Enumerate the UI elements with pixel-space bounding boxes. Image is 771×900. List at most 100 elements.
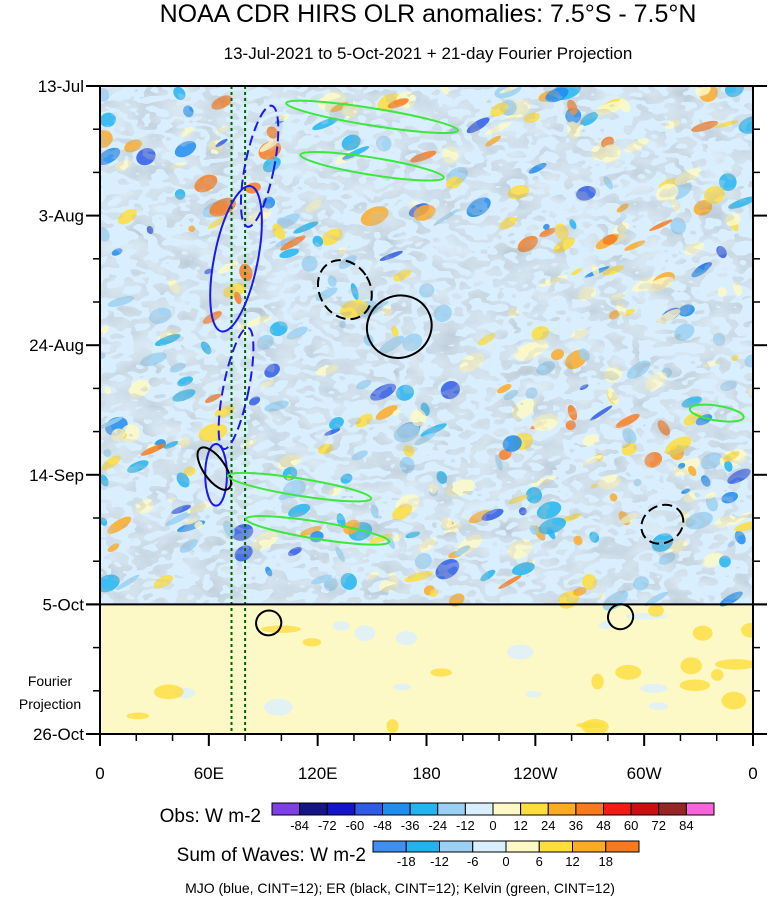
colorbar-tick-label: 12 xyxy=(513,818,527,833)
kelvin-contour xyxy=(688,403,745,423)
projection-patch xyxy=(710,669,724,681)
colorbar-cell xyxy=(405,840,440,853)
colorbar-cell xyxy=(382,802,411,816)
mjo-contour xyxy=(217,326,255,450)
mjo-contour xyxy=(209,185,263,333)
colorbar-cell xyxy=(439,840,474,853)
anomaly-texture xyxy=(100,86,753,605)
projection-patch xyxy=(648,702,669,710)
chart-subtitle: 13-Jul-2021 to 5-Oct-2021 + 21-day Fouri… xyxy=(224,44,633,63)
projection-patch xyxy=(395,631,418,646)
colorbar-tick-label: 18 xyxy=(599,854,613,869)
colorbar-tick-label: 48 xyxy=(596,818,610,833)
colorbar-tick-label: -18 xyxy=(397,854,416,869)
chart-title: NOAA CDR HIRS OLR anomalies: 7.5°S - 7.5… xyxy=(160,0,697,28)
colorbar-cell xyxy=(437,802,466,816)
obs-colorbar-label: Obs: W m-2 xyxy=(160,806,261,827)
colorbar-tick-label: -60 xyxy=(345,818,364,833)
x-tick-label: 120E xyxy=(298,764,338,783)
er-contour xyxy=(255,609,283,637)
y-tick-label: 26-Oct xyxy=(33,725,84,744)
projection-patch xyxy=(714,659,753,670)
colorbar-tick-label: 72 xyxy=(652,818,666,833)
er-contour xyxy=(640,503,685,545)
er-contour xyxy=(316,259,373,321)
projection-patch xyxy=(260,625,302,633)
colorbar-tick-label: 24 xyxy=(541,818,555,833)
obs-colorbar: -84 -72 -60 -48 -36 -24 -12 0 12 24 36 48 60 72 84 xyxy=(271,802,715,833)
colorbar-cell xyxy=(271,802,301,816)
kelvin-contour xyxy=(226,471,373,503)
colorbar-tick-label: -36 xyxy=(401,818,420,833)
projection-patch xyxy=(679,679,711,692)
colorbar-tick-label: -72 xyxy=(318,818,337,833)
colorbar-cell xyxy=(505,840,540,853)
projection-patch xyxy=(430,668,452,677)
fourier-label-line2: Projection xyxy=(19,696,81,712)
colorbar-cell xyxy=(520,802,549,816)
colorbar-tick-label: 60 xyxy=(624,818,638,833)
projection-patch xyxy=(126,712,150,720)
colorbar-tick-label: -84 xyxy=(290,818,309,833)
colorbar-cell xyxy=(472,840,507,853)
projection-patch xyxy=(692,625,713,641)
er-contour xyxy=(365,294,433,359)
colorbar-cell xyxy=(605,840,640,853)
colorbar-tick-label: -24 xyxy=(428,818,447,833)
x-tick-label: 60E xyxy=(194,764,224,783)
colorbar-tick-label: -12 xyxy=(456,818,475,833)
y-axis: 13-Jul 3-Aug 24-Aug 14-Sep 5-Oct 26-Oct xyxy=(29,77,767,744)
kelvin-contour xyxy=(299,150,445,182)
colorbar-cell xyxy=(538,840,573,853)
projection-patch xyxy=(680,657,702,675)
plot-area xyxy=(86,85,767,735)
contour-legend-footer: MJO (blue, CINT=12); ER (black, CINT=12)… xyxy=(185,880,615,896)
x-tick-label: 0 xyxy=(748,764,757,783)
projection-patch xyxy=(525,691,542,698)
colorbar-tick-label: 12 xyxy=(565,854,579,869)
colorbar-cell xyxy=(464,802,494,816)
er-contour xyxy=(196,446,233,491)
projection-patch xyxy=(576,722,605,729)
projection-patch xyxy=(264,698,293,716)
colorbar-cell xyxy=(299,802,328,816)
projection-patch xyxy=(386,719,399,734)
projection-patch xyxy=(648,604,664,617)
x-tick-label: 0 xyxy=(95,764,104,783)
colorbar-cell xyxy=(685,802,715,816)
fourier-label-line1: Fourier xyxy=(28,673,73,689)
kelvin-contour xyxy=(245,515,391,546)
projection-patch xyxy=(639,683,668,693)
colorbar-cell xyxy=(492,802,522,816)
x-tick-label: 120W xyxy=(513,764,557,783)
projection-patch xyxy=(591,673,604,690)
x-tick-label: 180 xyxy=(412,764,440,783)
projection-patch xyxy=(332,621,350,631)
colorbar-cell xyxy=(658,802,687,816)
reference-lines xyxy=(230,86,247,734)
colorbar-cell xyxy=(326,802,356,816)
waves-colorbar: -18 -12 -6 0 6 12 18 xyxy=(372,840,640,869)
colorbar-cell xyxy=(630,802,660,816)
colorbar-tick-label: 0 xyxy=(502,854,509,869)
projection-patch xyxy=(153,684,184,700)
y-tick-label: 14-Sep xyxy=(29,466,84,485)
projection-patch xyxy=(721,691,747,710)
x-tick-label: 60W xyxy=(627,764,662,783)
colorbar-cell xyxy=(603,802,632,816)
colorbar-cell xyxy=(354,802,383,816)
projection-patch xyxy=(354,625,376,642)
waves-colorbar-label: Sum of Waves: W m-2 xyxy=(177,845,366,866)
colorbar-cell xyxy=(372,840,407,853)
projection-patch xyxy=(615,664,642,680)
y-tick-label: 3-Aug xyxy=(39,207,84,226)
y-tick-label: 13-Jul xyxy=(38,77,84,96)
colorbar-tick-label: 36 xyxy=(569,818,583,833)
mjo-contour xyxy=(239,104,280,228)
colorbar-tick-label: 6 xyxy=(536,854,543,869)
projection-patch xyxy=(393,683,411,691)
colorbar-tick-label: -12 xyxy=(430,854,449,869)
y-tick-label: 5-Oct xyxy=(42,595,84,614)
projection-patch xyxy=(740,622,753,638)
